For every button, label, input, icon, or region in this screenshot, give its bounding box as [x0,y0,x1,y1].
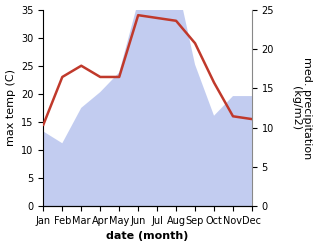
Y-axis label: max temp (C): max temp (C) [5,69,16,146]
Y-axis label: med. precipitation
(kg/m2): med. precipitation (kg/m2) [291,57,313,159]
X-axis label: date (month): date (month) [107,231,189,242]
